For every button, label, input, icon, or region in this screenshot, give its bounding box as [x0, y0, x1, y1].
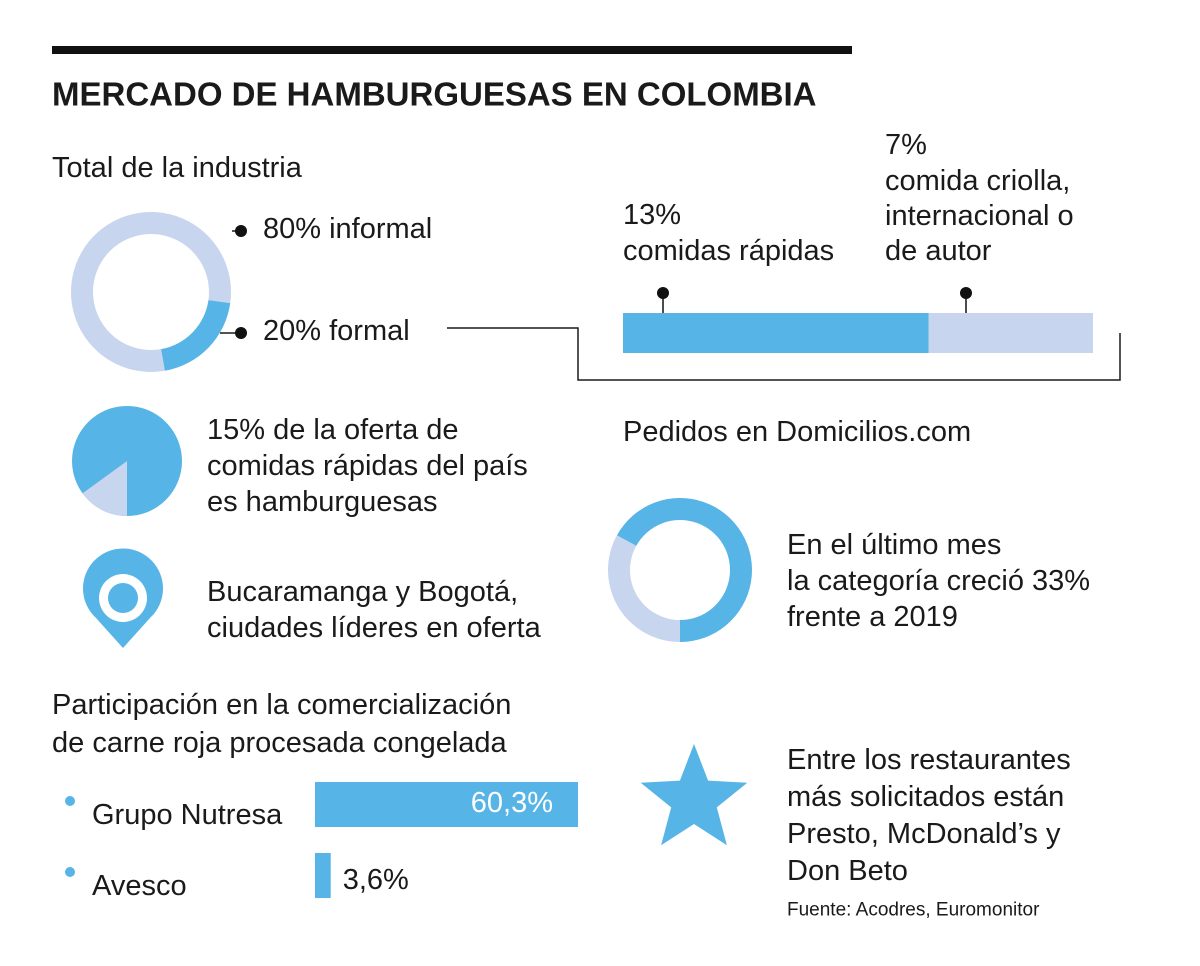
title: MERCADO DE HAMBURGUESAS EN COLOMBIA	[52, 76, 817, 113]
note: Don Beto	[787, 855, 908, 887]
label-dot	[235, 225, 247, 237]
pin-dot	[960, 287, 972, 299]
note: ciudades líderes en oferta	[207, 612, 542, 644]
chart-title: Participación en la comercialización	[52, 689, 511, 721]
category-label: Avesco	[92, 870, 187, 902]
annotation: frente a 2019	[787, 601, 958, 633]
pie-slice	[82, 461, 127, 516]
chart-title: de carne roja procesada congelada	[52, 727, 508, 759]
category-label: comida criolla,	[885, 165, 1070, 197]
category-label: Grupo Nutresa	[92, 799, 283, 831]
bar	[315, 853, 331, 898]
source: Fuente: Acodres, Euromonitor	[787, 900, 1040, 921]
bracket	[447, 327, 1121, 381]
bar	[315, 782, 578, 827]
value-label: 60,3%	[471, 787, 553, 819]
category-label: de autor	[885, 235, 992, 267]
value-label: 3,6%	[343, 864, 409, 896]
chart-title: Pedidos en Domicilios.com	[623, 416, 971, 448]
bullet	[65, 796, 75, 806]
value-label: 20% formal	[263, 315, 410, 347]
category-label: internacional o	[885, 200, 1074, 232]
star-icon	[640, 744, 748, 846]
ring-arc	[607, 535, 680, 642]
category-label: comidas rápidas	[623, 235, 834, 267]
value-label: 7%	[885, 129, 927, 161]
note: Bucaramanga y Bogotá,	[207, 576, 518, 608]
donut-arc	[161, 300, 231, 371]
label-dot	[235, 327, 247, 339]
bullet	[65, 867, 75, 877]
bar-segment	[928, 313, 1093, 353]
value-label: 13%	[623, 199, 681, 231]
note: más solicitados están	[787, 781, 1064, 813]
top-rule	[52, 46, 852, 54]
pin-icon	[108, 583, 138, 613]
note: Presto, McDonald’s y	[787, 818, 1061, 850]
annotation: En el último mes	[787, 529, 1001, 561]
annotation: es hamburguesas	[207, 486, 438, 518]
annotation: comidas rápidas del país	[207, 450, 528, 482]
note: Entre los restaurantes	[787, 744, 1071, 776]
pin-dot	[657, 287, 669, 299]
bar-segment	[623, 313, 929, 353]
chart-title: Total de la industria	[52, 152, 303, 184]
value-label: 80% informal	[263, 213, 432, 245]
annotation: 15% de la oferta de	[207, 414, 459, 446]
annotation: la categoría creció 33%	[787, 565, 1090, 597]
ring-rest	[616, 498, 753, 642]
